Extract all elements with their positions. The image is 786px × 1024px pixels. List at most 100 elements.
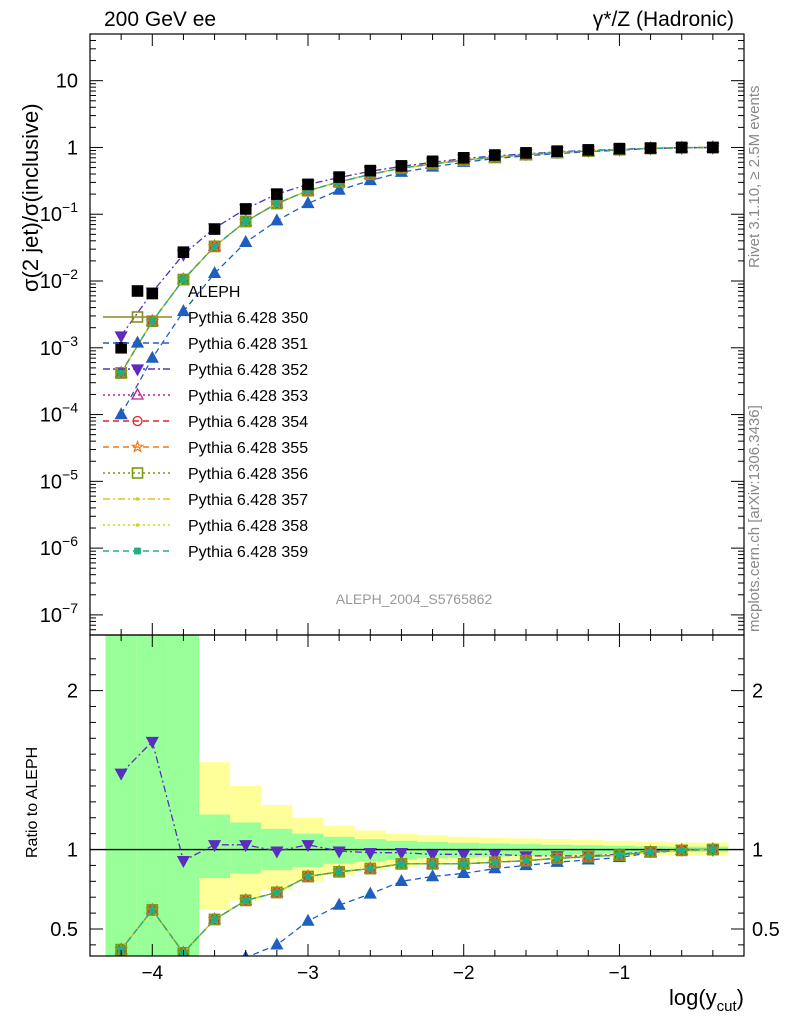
legend-label: Pythia 6.428 358 xyxy=(188,518,308,535)
ratio-point-pythia-6-428-351 xyxy=(363,886,377,899)
legend-label: Pythia 6.428 357 xyxy=(188,492,308,509)
ratio-band-inner xyxy=(167,635,199,956)
point-aleph xyxy=(520,147,532,159)
ratio-point-pythia-6-428-359 xyxy=(366,865,374,872)
legend-marker-pythia-6-428-356 xyxy=(131,467,144,479)
x-tick-label: −2 xyxy=(453,963,475,984)
ratio-point-pythia-6-428-352 xyxy=(114,768,128,781)
ratio-point-pythia-6-428-356 xyxy=(302,870,314,883)
point-aleph xyxy=(395,160,408,172)
point-pythia-6-428-351 xyxy=(207,266,222,279)
x-tick-label: −4 xyxy=(141,963,163,984)
point-aleph xyxy=(115,341,127,354)
point-pythia-6-428-356 xyxy=(239,215,252,228)
ratio-y-tick-label-right: 2 xyxy=(752,681,763,703)
ratio-point-pythia-6-428-359 xyxy=(460,860,468,868)
y-tick-label: 10−2 xyxy=(40,266,78,293)
point-aleph xyxy=(146,287,159,300)
y-tick-label: 10−1 xyxy=(40,199,78,226)
ratio-band-inner xyxy=(136,635,168,956)
legend-label: Pythia 6.428 354 xyxy=(188,414,308,431)
ratio-point-pythia-6-428-359 xyxy=(211,916,218,923)
point-aleph xyxy=(613,142,626,155)
ratio-point-pythia-6-428-359 xyxy=(491,858,499,866)
point-aleph xyxy=(489,149,501,161)
point-pythia-6-428-356 xyxy=(208,240,221,253)
ratio-point-pythia-6-428-356 xyxy=(271,886,283,899)
right-title: γ*/Z (Hadronic) xyxy=(592,8,734,31)
analysis-watermark: ALEPH_2004_S5765862 xyxy=(336,591,493,607)
ratio-point-pythia-6-428-352 xyxy=(363,848,377,861)
point-aleph xyxy=(675,141,688,154)
ratio-point-pythia-6-428-351 xyxy=(332,897,346,910)
ratio-frame xyxy=(89,634,745,957)
y-tick-label: 10−5 xyxy=(40,466,78,493)
point-aleph xyxy=(333,171,345,183)
point-pythia-6-428-351 xyxy=(270,213,284,226)
ratio-point-pythia-6-428-359 xyxy=(273,889,281,896)
ratio-point-pythia-6-428-352 xyxy=(239,840,253,853)
point-pythia-6-428-356 xyxy=(146,315,159,328)
ratio-point-pythia-6-428-351 xyxy=(178,982,189,992)
ratio-point-pythia-6-428-359 xyxy=(616,851,623,859)
point-pythia-6-428-351 xyxy=(301,196,315,209)
x-tick-label: −1 xyxy=(609,963,631,984)
legend-marker-pythia-6-428-353 xyxy=(130,387,145,400)
ratio-point-pythia-6-428-359 xyxy=(398,860,405,868)
ratio-point-pythia-6-428-352 xyxy=(332,846,346,859)
point-aleph xyxy=(582,144,595,156)
legend-label: Pythia 6.428 350 xyxy=(188,310,308,327)
legend-label: Pythia 6.428 355 xyxy=(188,440,308,457)
legend-marker-pythia-6-428-355 xyxy=(130,439,145,453)
ratio-point-pythia-6-428-359 xyxy=(304,873,312,880)
left-title: 200 GeV ee xyxy=(104,8,217,31)
point-aleph xyxy=(426,155,439,168)
ratio-point-pythia-6-428-351 xyxy=(209,967,220,977)
legend-marker-pythia-6-428-351 xyxy=(130,335,145,348)
legend-label: Pythia 6.428 353 xyxy=(188,388,308,405)
legend-marker-pythia-6-428-354 xyxy=(132,415,143,427)
point-aleph xyxy=(177,246,190,259)
legend-marker-pythia-6-428-352 xyxy=(130,364,145,377)
point-aleph xyxy=(302,178,314,191)
ratio-point-pythia-6-428-352 xyxy=(145,736,159,749)
ratio-point-pythia-6-428-351 xyxy=(394,873,409,886)
point-pythia-6-428-351 xyxy=(176,304,191,317)
ratio-point-pythia-6-428-352 xyxy=(176,856,191,869)
ratio-point-pythia-6-428-359 xyxy=(709,846,717,853)
x-tick-label: −3 xyxy=(297,963,319,984)
ratio-point-pythia-6-428-359 xyxy=(647,848,654,856)
ratio-point-pythia-6-428-359 xyxy=(553,854,561,862)
main-plot-area xyxy=(114,140,720,420)
ratio-point-pythia-6-428-351 xyxy=(147,985,158,995)
legend-label: Pythia 6.428 359 xyxy=(188,544,308,561)
point-pythia-6-428-359 xyxy=(148,317,156,325)
ratio-y-tick-label-left: 0.5 xyxy=(50,919,78,941)
point-aleph xyxy=(271,188,283,200)
point-pythia-6-428-351 xyxy=(114,407,128,420)
ratio-y-tick-label-left: 1 xyxy=(67,840,78,862)
ratio-point-pythia-6-428-356 xyxy=(239,894,252,907)
ratio-point-pythia-6-428-351 xyxy=(425,869,440,882)
ratio-point-pythia-6-428-359 xyxy=(584,853,592,861)
point-pythia-6-428-356 xyxy=(177,273,190,286)
ratio-point-pythia-6-428-352 xyxy=(301,840,315,853)
ratio-point-pythia-6-428-351 xyxy=(116,987,127,997)
legend-marker-aleph xyxy=(131,285,144,297)
point-aleph xyxy=(707,141,719,154)
ratio-band-inner xyxy=(105,635,137,956)
ratio-y-tick-label-left: 2 xyxy=(67,681,78,703)
point-pythia-6-428-351 xyxy=(145,350,159,363)
point-pythia-6-428-359 xyxy=(117,369,125,377)
ratio-y-tick-label-right: 0.5 xyxy=(752,919,780,941)
point-aleph xyxy=(239,203,252,215)
point-pythia-6-428-356 xyxy=(115,367,127,379)
ratio-point-pythia-6-428-356 xyxy=(177,947,190,956)
point-pythia-6-428-359 xyxy=(211,242,218,250)
ratio-point-pythia-6-428-359 xyxy=(522,857,530,865)
y-tick-label: 1 xyxy=(67,137,78,159)
y-tick-label: 10−3 xyxy=(40,333,78,360)
point-aleph xyxy=(457,151,470,164)
ratio-point-pythia-6-428-352 xyxy=(457,849,471,862)
